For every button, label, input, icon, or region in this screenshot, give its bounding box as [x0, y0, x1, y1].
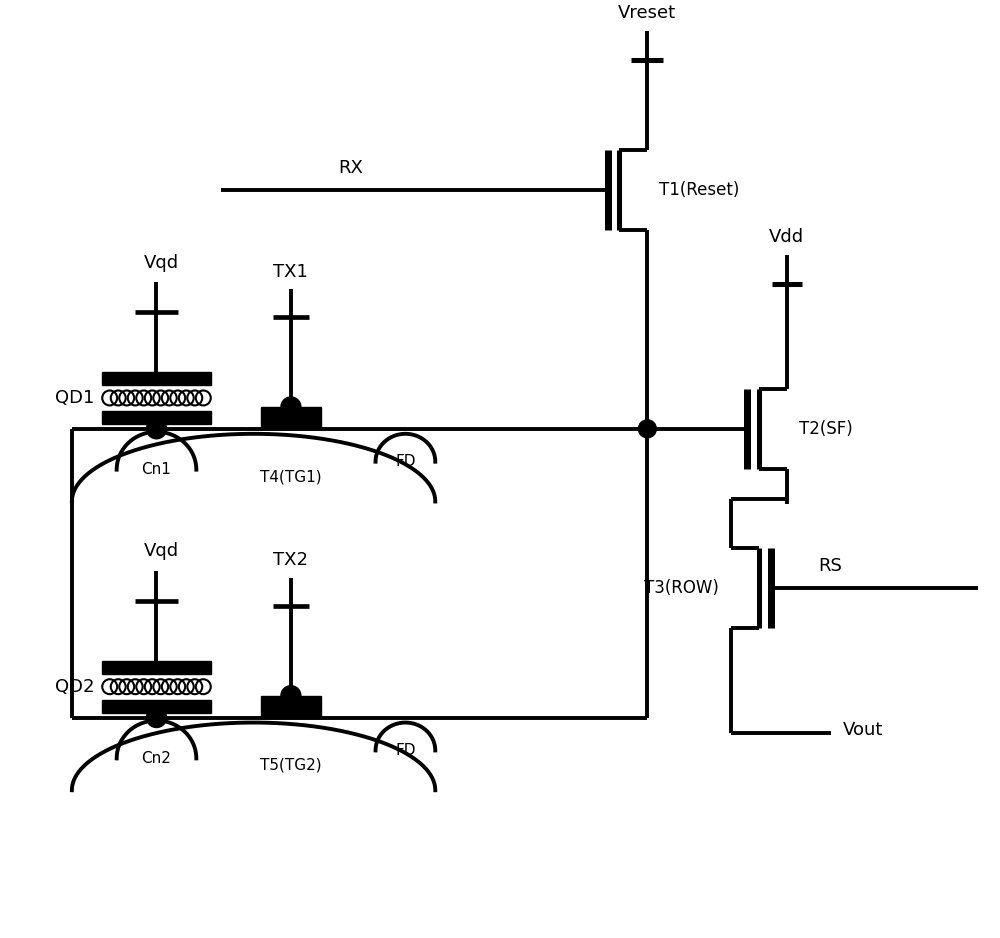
Text: QD2: QD2	[55, 677, 95, 696]
Circle shape	[111, 390, 126, 405]
Text: T4(TG1): T4(TG1)	[260, 469, 322, 484]
Bar	[102, 372, 211, 385]
Circle shape	[179, 390, 194, 405]
Text: T1(Reset): T1(Reset)	[659, 181, 740, 199]
Text: TX2: TX2	[273, 552, 308, 569]
Bar	[102, 700, 211, 713]
Circle shape	[281, 397, 301, 416]
Bar	[102, 660, 211, 673]
Text: Cn1: Cn1	[142, 462, 171, 477]
Circle shape	[128, 390, 143, 405]
Circle shape	[187, 679, 202, 694]
Text: Cn2: Cn2	[142, 751, 171, 766]
Text: RX: RX	[338, 159, 363, 177]
Circle shape	[128, 679, 143, 694]
Circle shape	[119, 390, 134, 405]
Circle shape	[162, 679, 177, 694]
Text: Vqd: Vqd	[144, 253, 179, 272]
Circle shape	[170, 679, 185, 694]
Text: QD1: QD1	[55, 389, 95, 407]
Text: Vqd: Vqd	[144, 542, 179, 560]
Text: FD: FD	[395, 743, 416, 758]
Text: T2(SF): T2(SF)	[799, 420, 852, 438]
Circle shape	[145, 679, 160, 694]
Circle shape	[136, 679, 151, 694]
Circle shape	[145, 390, 160, 405]
Circle shape	[119, 679, 134, 694]
Bar	[261, 696, 321, 718]
Text: Vdd: Vdd	[769, 228, 804, 246]
Text: Vreset: Vreset	[618, 4, 676, 22]
Circle shape	[136, 390, 151, 405]
Circle shape	[638, 420, 656, 438]
Circle shape	[187, 390, 202, 405]
Text: Vout: Vout	[843, 720, 883, 738]
Circle shape	[102, 679, 117, 694]
Circle shape	[102, 390, 117, 405]
Text: T3(ROW): T3(ROW)	[644, 579, 719, 598]
Circle shape	[196, 390, 211, 405]
Circle shape	[153, 390, 168, 405]
Text: TX1: TX1	[273, 263, 308, 280]
Text: T5(TG2): T5(TG2)	[260, 758, 322, 773]
Circle shape	[147, 419, 166, 439]
Circle shape	[196, 679, 211, 694]
Text: FD: FD	[395, 454, 416, 469]
Circle shape	[162, 390, 177, 405]
Circle shape	[153, 679, 168, 694]
Text: RS: RS	[819, 557, 842, 575]
Circle shape	[147, 707, 166, 728]
Circle shape	[281, 686, 301, 705]
Circle shape	[179, 679, 194, 694]
Circle shape	[111, 679, 126, 694]
Circle shape	[170, 390, 185, 405]
Bar	[261, 407, 321, 429]
Bar	[102, 411, 211, 424]
